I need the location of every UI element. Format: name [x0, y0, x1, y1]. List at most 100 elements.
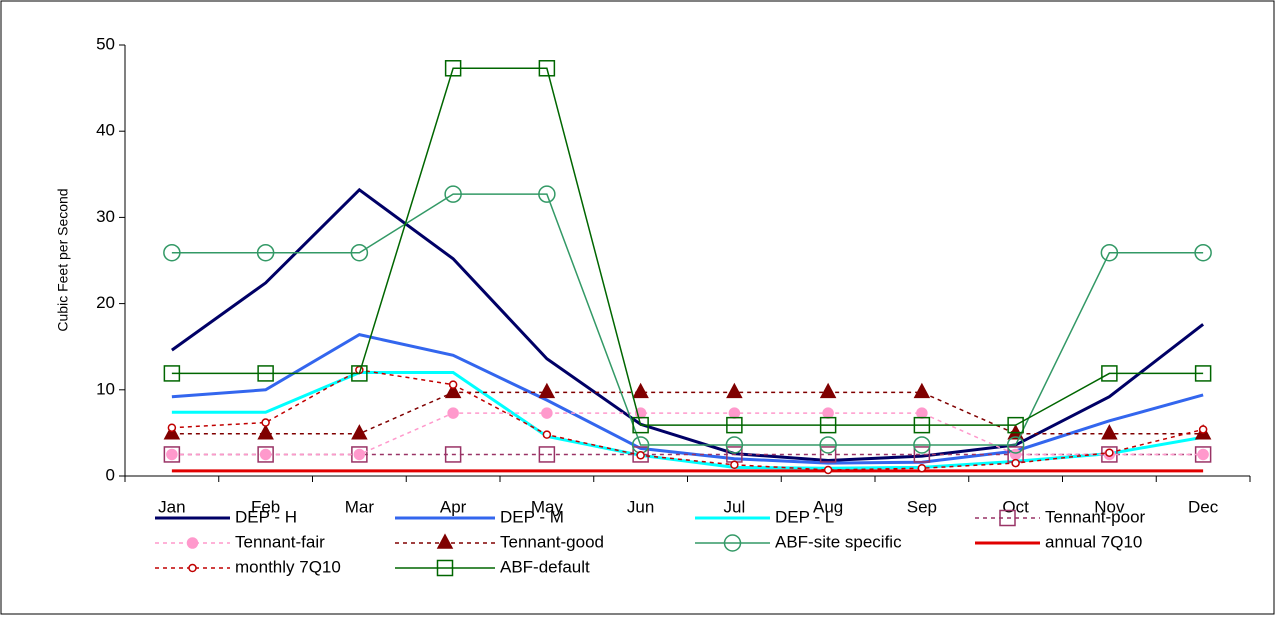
- marker: [1006, 436, 1025, 454]
- marker: [632, 382, 649, 399]
- legend-label: Tennant-fair: [235, 532, 325, 551]
- marker: [917, 463, 927, 473]
- legend-label: DEP - M: [500, 507, 564, 526]
- marker: [448, 380, 458, 389]
- series-line: [171, 371, 1204, 470]
- x-tick-label: Sep: [907, 497, 937, 516]
- marker: [444, 446, 462, 463]
- marker: [730, 460, 739, 470]
- marker: [1197, 448, 1209, 461]
- marker: [913, 446, 931, 463]
- marker: [823, 465, 833, 475]
- y-axis-label: Cubic Feet per Second: [55, 188, 71, 331]
- series-line: [171, 187, 1205, 462]
- marker: [447, 407, 459, 419]
- x-tick-label: Jan: [158, 497, 185, 516]
- marker: [538, 382, 556, 399]
- marker: [726, 382, 743, 399]
- marker: [1011, 458, 1020, 468]
- x-tick-label: Jul: [724, 497, 746, 516]
- marker: [351, 365, 368, 382]
- marker: [350, 243, 369, 262]
- marker: [353, 448, 366, 461]
- marker: [538, 446, 556, 463]
- marker: [444, 60, 462, 77]
- series: [163, 60, 1212, 434]
- legend-label: Tennant-good: [500, 532, 604, 551]
- marker: [444, 185, 462, 203]
- marker: [541, 407, 553, 419]
- marker: [538, 185, 556, 203]
- marker: [723, 534, 742, 552]
- legend-label: annual 7Q10: [1045, 532, 1142, 551]
- marker: [819, 446, 837, 463]
- marker: [257, 365, 274, 382]
- x-tick-label: May: [531, 497, 564, 516]
- marker: [167, 423, 177, 432]
- y-tick-label: 20: [96, 293, 115, 312]
- marker: [444, 382, 462, 399]
- marker: [186, 537, 199, 549]
- marker: [819, 416, 837, 434]
- marker: [1009, 448, 1022, 461]
- x-tick-label: Mar: [345, 497, 375, 516]
- series-line: [171, 67, 1204, 426]
- x-tick-label: Apr: [440, 497, 467, 516]
- series-line: [171, 193, 1204, 446]
- series: [171, 333, 1204, 465]
- marker: [163, 424, 181, 440]
- x-tick-label: Nov: [1094, 497, 1125, 516]
- marker: [188, 563, 197, 573]
- marker: [538, 60, 556, 77]
- series: [171, 371, 1204, 470]
- series-line: [171, 391, 1204, 435]
- marker: [819, 436, 837, 454]
- marker: [163, 243, 181, 262]
- legend-label: monthly 7Q10: [235, 557, 341, 576]
- marker: [913, 436, 931, 454]
- marker: [257, 446, 274, 463]
- series: [167, 365, 1208, 475]
- marker: [257, 424, 274, 440]
- y-tick-label: 10: [96, 379, 115, 398]
- legend-label: DEP - L: [775, 507, 834, 526]
- marker: [728, 407, 741, 419]
- y-tick-label: 50: [96, 34, 115, 53]
- marker: [999, 509, 1016, 527]
- marker: [819, 382, 837, 399]
- legend-label: DEP - H: [235, 507, 297, 526]
- marker: [726, 416, 743, 434]
- marker: [913, 382, 931, 399]
- marker: [1101, 365, 1118, 382]
- marker: [916, 407, 928, 419]
- series-line: [171, 369, 1204, 471]
- x-tick-label: Jun: [627, 497, 654, 516]
- legend-label: ABF-default: [500, 557, 590, 576]
- marker: [913, 416, 931, 434]
- series: [171, 187, 1205, 462]
- marker: [256, 243, 275, 262]
- marker: [163, 365, 181, 382]
- marker: [725, 436, 744, 454]
- series: [163, 185, 1212, 454]
- marker: [166, 448, 178, 461]
- legend-label: Tennant-poor: [1045, 507, 1146, 526]
- marker: [1105, 448, 1114, 457]
- y-tick-label: 30: [96, 207, 115, 226]
- marker: [822, 407, 834, 419]
- marker: [259, 448, 272, 461]
- marker: [1007, 416, 1024, 434]
- x-tick-label: Aug: [813, 497, 843, 516]
- marker: [636, 451, 645, 460]
- marker: [163, 446, 181, 463]
- marker: [1194, 365, 1212, 382]
- marker: [632, 416, 649, 434]
- marker: [1198, 425, 1208, 434]
- x-tick-label: Dec: [1188, 497, 1219, 516]
- legend-label: ABF-site specific: [775, 532, 902, 551]
- series-line: [171, 412, 1204, 456]
- x-tick-label: Feb: [251, 497, 280, 516]
